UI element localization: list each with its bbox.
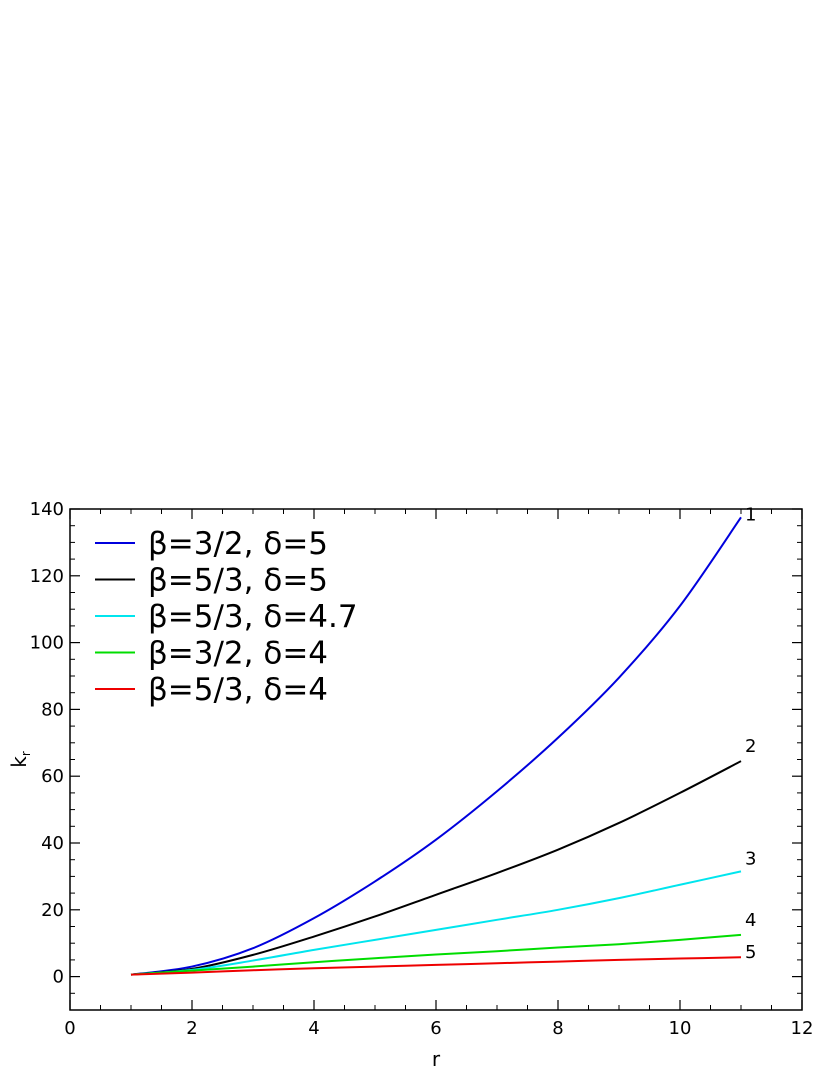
series-lines (130, 516, 742, 976)
y-tick-label: 120 (30, 566, 64, 587)
legend-label-1: β=3/2, δ=5 (148, 526, 328, 562)
y-tick-label: 20 (41, 900, 64, 921)
series-line-1 (130, 516, 742, 976)
series-line-2 (130, 760, 742, 976)
y-axis-title: kr (7, 751, 33, 768)
x-axis-title: r (432, 1047, 441, 1071)
x-tick-label: 2 (186, 1018, 197, 1039)
y-tick-label: 60 (41, 766, 64, 787)
y-tick-label: 0 (53, 967, 64, 988)
y-axis-title-main: k (7, 756, 31, 768)
x-tick-label: 6 (430, 1018, 441, 1039)
curve-label-5: 5 (745, 942, 756, 963)
y-axis-title-subscript: r (19, 751, 33, 756)
curve-label-2: 2 (745, 736, 756, 757)
curve-label-1: 1 (745, 504, 756, 525)
series-line-4 (130, 933, 742, 976)
series-line-5 (130, 956, 742, 976)
legend-label-2: β=5/3, δ=5 (148, 563, 328, 599)
x-tick-label: 0 (64, 1018, 75, 1039)
curve-label-3: 3 (745, 848, 756, 869)
axis-ticks (69, 508, 803, 1011)
x-tick-label: 4 (308, 1018, 319, 1039)
series-line-3 (130, 870, 742, 976)
curve-label-4: 4 (745, 910, 756, 931)
y-tick-label: 100 (30, 633, 64, 654)
legend-label-5: β=5/3, δ=4 (148, 672, 328, 708)
curve-labels: 1 2 3 4 5 (745, 504, 756, 963)
x-tick-label: 12 (791, 1018, 814, 1039)
legend-label-4: β=3/2, δ=4 (148, 636, 328, 672)
y-tick-label: 80 (41, 699, 64, 720)
legend: β=3/2, δ=5β=5/3, δ=5β=5/3, δ=4.7β=3/2, δ… (95, 526, 358, 708)
y-tick-label: 140 (30, 499, 64, 520)
y-tick-label: 40 (41, 833, 64, 854)
x-tick-label: 10 (669, 1018, 692, 1039)
legend-label-3: β=5/3, δ=4.7 (148, 599, 358, 635)
x-tick-label: 8 (552, 1018, 563, 1039)
